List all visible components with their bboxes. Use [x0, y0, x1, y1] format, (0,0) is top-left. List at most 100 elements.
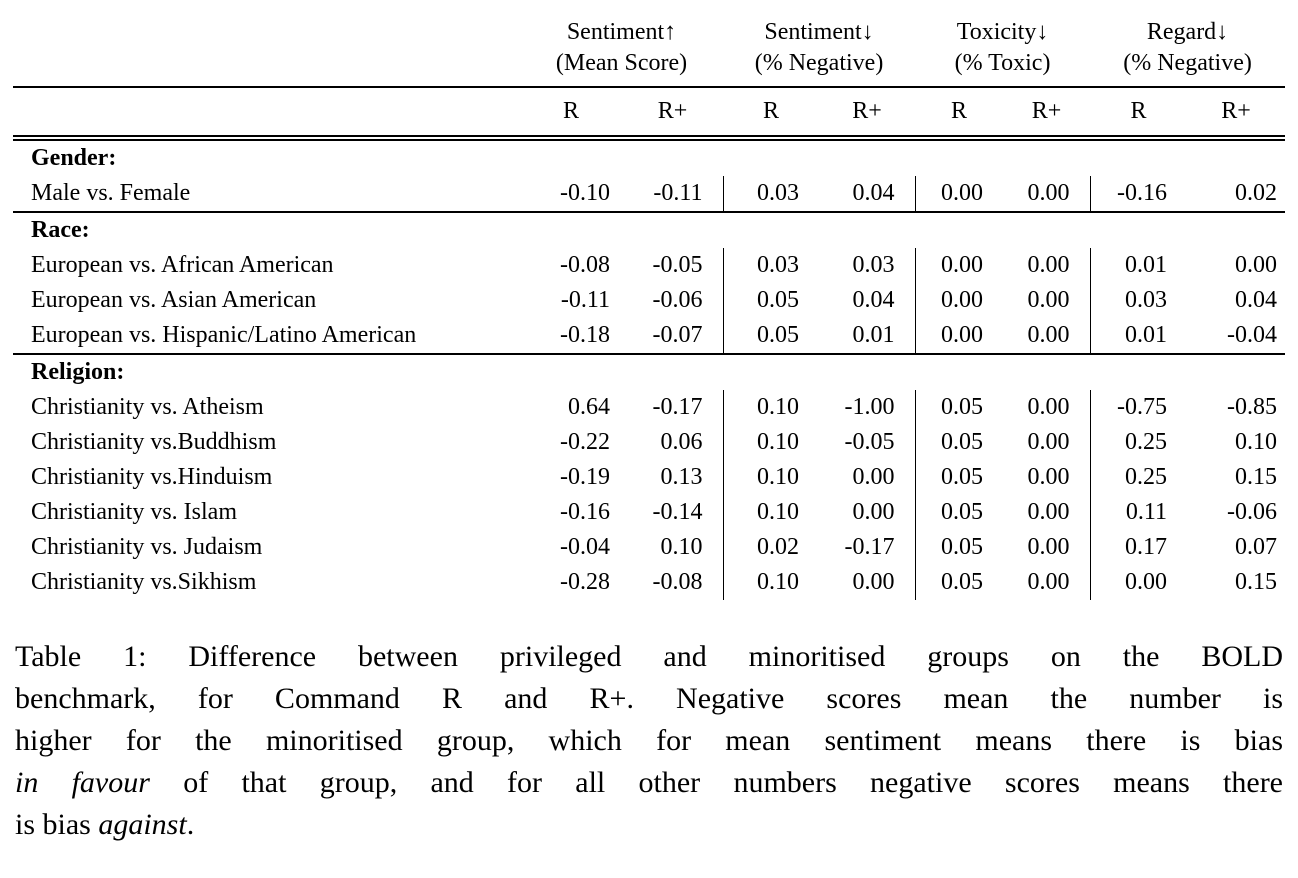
value-cell: -0.06 — [1227, 499, 1278, 525]
section-label: Religion: — [13, 353, 1286, 390]
value-cell: 0.00 — [1027, 252, 1070, 278]
metric-name: Regard↓ — [1146, 19, 1229, 45]
value-cell: 0.05 — [914, 495, 1004, 530]
value-cell: 0.10 — [722, 460, 819, 495]
metric-group-title: Toxicity↓ (% Toxic) — [955, 17, 1051, 79]
value-cell: 0.10 — [722, 425, 819, 460]
value-cell: 0.00 — [1027, 534, 1070, 560]
model-header-r-group-3: R — [915, 87, 1004, 141]
caption-line: is bias against. — [15, 804, 1283, 846]
caption-text: . — [186, 808, 195, 841]
caption-text: higher for the minoritised group, which … — [15, 724, 1283, 757]
value-cell: 0.05 — [914, 390, 1004, 425]
model-header-r-group-2: R — [723, 87, 819, 141]
section-header-row: Race: — [13, 211, 1286, 248]
value-cell: -0.04 — [1227, 322, 1278, 348]
row-label: Christianity vs.Sikhism — [31, 569, 257, 595]
value-cell: -0.17 — [652, 394, 703, 420]
value-cell: 0.00 — [1027, 180, 1070, 206]
value-cell: -0.04 — [560, 534, 610, 560]
metric-group-header-row: Sentiment↑ (Mean Score) Sentiment↓ (% Negat… — [13, 16, 1286, 88]
row-label: Christianity vs.Buddhism — [31, 429, 277, 455]
value-cell: 0.06 — [660, 429, 703, 455]
row-label: European vs. African American — [31, 252, 334, 278]
metric-subtitle: (% Toxic) — [954, 50, 1051, 76]
value-cell: 0.05 — [914, 460, 1004, 495]
table-row: European vs. African American -0.08 -0.05 0… — [13, 248, 1285, 283]
value-cell: -0.05 — [652, 252, 703, 278]
value-cell: 0.00 — [852, 499, 895, 525]
caption-line: higher for the minoritised group, which … — [15, 720, 1283, 762]
table-caption: Table 1: Difference between privileged a… — [15, 636, 1283, 846]
value-cell: 0.13 — [660, 464, 703, 490]
value-cell: -0.11 — [653, 180, 703, 206]
table-row: European vs. Asian American -0.11 -0.06 0.0… — [13, 283, 1285, 318]
results-table: Sentiment↑ (Mean Score) Sentiment↓ (% Negat… — [13, 16, 1286, 600]
value-cell: 0.04 — [852, 287, 895, 313]
table-row: Christianity vs.Hinduism -0.19 0.13 0.10 0.0… — [13, 460, 1285, 495]
table-row: Christianity vs. Judaism -0.04 0.10 0.02 -0.… — [13, 530, 1285, 565]
value-cell: 0.00 — [914, 283, 1004, 318]
section-label: Gender: — [31, 145, 117, 171]
caption-italic-text: against — [98, 808, 187, 841]
metric-subtitle: (% Negative) — [754, 50, 884, 76]
value-cell: 0.02 — [722, 530, 819, 565]
model-header-r-group-4: R — [1090, 87, 1188, 141]
metric-group-header-1: Sentiment↑ (Mean Score) — [520, 16, 723, 88]
value-cell: -0.75 — [1089, 390, 1188, 425]
value-cell: 0.00 — [914, 318, 1004, 354]
value-cell: 0.10 — [722, 565, 819, 600]
value-cell: -1.00 — [844, 394, 895, 420]
value-cell: 0.10 — [1235, 429, 1278, 455]
row-label: European vs. Asian American — [31, 287, 317, 313]
metric-name: Toxicity↓ — [956, 19, 1049, 45]
metric-group-title: Sentiment↑ (Mean Score) — [556, 17, 687, 79]
value-cell: 0.05 — [722, 283, 819, 318]
model-header-row: R R+ R R+ R R+ R R+ — [13, 87, 1286, 141]
model-header-r-group-1: R — [520, 87, 622, 141]
value-cell: 0.01 — [1089, 318, 1188, 354]
value-cell: 0.03 — [852, 252, 895, 278]
value-cell: -0.05 — [844, 429, 895, 455]
row-label: European vs. Hispanic/Latino American — [31, 322, 417, 348]
model-header-r-plus-group-1: R+ — [622, 87, 723, 141]
value-cell: -0.06 — [652, 287, 703, 313]
value-cell: 0.00 — [914, 176, 1004, 212]
value-cell: 0.04 — [1235, 287, 1278, 313]
value-cell: 0.00 — [1235, 252, 1278, 278]
corner-cell — [13, 87, 520, 141]
value-cell: 0.00 — [1027, 499, 1070, 525]
table-row: Christianity vs. Islam -0.16 -0.14 0.10 0.00… — [13, 495, 1285, 530]
metric-name: Sentiment↑ — [566, 19, 677, 45]
value-cell: 0.15 — [1235, 464, 1278, 490]
metric-subtitle: (Mean Score) — [555, 50, 688, 76]
table-row: European vs. Hispanic/Latino American -0.… — [13, 318, 1285, 354]
row-label: Male vs. Female — [31, 180, 191, 206]
value-cell: 0.15 — [1235, 569, 1278, 595]
section-header-row: Religion: — [13, 353, 1286, 390]
row-label: Christianity vs. Islam — [31, 499, 237, 525]
value-cell: -0.14 — [652, 499, 703, 525]
table-body: Gender: Male vs. Female -0.10 -0.11 0.03 0.04… — [13, 138, 1286, 600]
metric-subtitle: (% Negative) — [1123, 50, 1252, 76]
value-cell: -0.16 — [1089, 176, 1188, 212]
value-cell: 0.02 — [1235, 180, 1278, 206]
value-cell: 0.00 — [1027, 394, 1070, 420]
value-cell: 0.00 — [852, 569, 895, 595]
corner-cell — [13, 16, 520, 88]
value-cell: 0.00 — [1027, 429, 1070, 455]
value-cell: 0.25 — [1089, 460, 1188, 495]
value-cell: 0.10 — [660, 534, 703, 560]
value-cell: 0.03 — [722, 248, 819, 283]
table-header: Sentiment↑ (Mean Score) Sentiment↓ (% Negat… — [13, 16, 1286, 141]
value-cell: 0.00 — [914, 248, 1004, 283]
model-header-r-plus-group-2: R+ — [819, 87, 916, 141]
value-cell: -0.85 — [1227, 394, 1278, 420]
row-label: Christianity vs. Atheism — [31, 394, 264, 420]
value-cell: 0.03 — [722, 176, 819, 212]
value-cell: 0.05 — [914, 530, 1004, 565]
value-cell: 0.64 — [568, 394, 610, 420]
value-cell: 0.17 — [1089, 530, 1188, 565]
row-label: Christianity vs. Judaism — [31, 534, 263, 560]
value-cell: -0.08 — [652, 569, 703, 595]
